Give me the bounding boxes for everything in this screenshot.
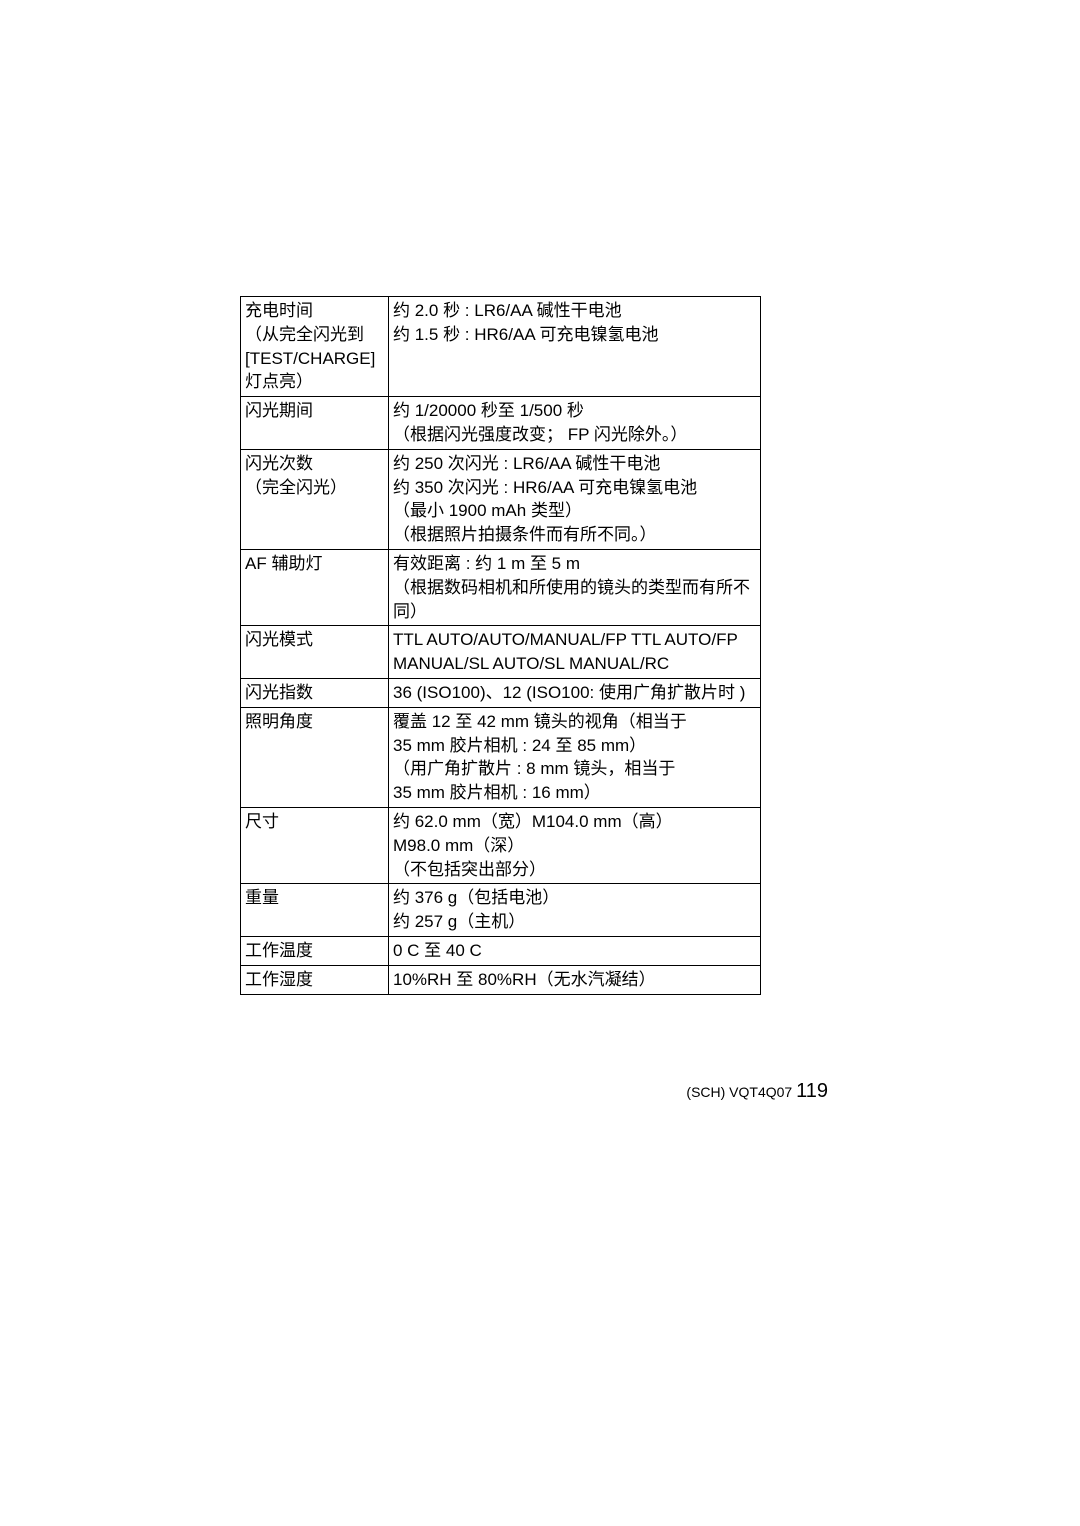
value-text: 约 1.5 秒 : HR6/AA 可充电镍氢电池 bbox=[393, 323, 756, 347]
value-text: 35 mm 胶片相机 : 16 mm） bbox=[393, 781, 756, 805]
footer-prefix: (SCH) VQT4Q07 bbox=[686, 1084, 796, 1100]
spec-value: 约 2.0 秒 : LR6/AA 碱性干电池 约 1.5 秒 : HR6/AA … bbox=[389, 297, 761, 397]
label-text: 灯点亮） bbox=[245, 370, 384, 394]
label-text: [TEST/CHARGE] bbox=[245, 347, 384, 371]
spec-label: AF 辅助灯 bbox=[241, 549, 389, 625]
spec-value: 约 250 次闪光 : LR6/AA 碱性干电池 约 350 次闪光 : HR6… bbox=[389, 449, 761, 549]
value-text: 约 350 次闪光 : HR6/AA 可充电镍氢电池 bbox=[393, 476, 756, 500]
label-text: 闪光模式 bbox=[245, 628, 384, 652]
table-row: 闪光指数 36 (ISO100)、12 (ISO100: 使用广角扩散片时 ) bbox=[241, 678, 761, 707]
spec-value: 0 C 至 40 C bbox=[389, 936, 761, 965]
label-text: 工作湿度 bbox=[245, 968, 384, 992]
spec-label: 闪光模式 bbox=[241, 626, 389, 679]
value-text: 约 376 g（包括电池） bbox=[393, 886, 756, 910]
value-text: （根据照片拍摄条件而有所不同。） bbox=[393, 523, 756, 547]
spec-value: 10%RH 至 80%RH（无水汽凝结） bbox=[389, 965, 761, 994]
label-text: 闪光次数 bbox=[245, 452, 384, 476]
label-text: 闪光指数 bbox=[245, 681, 384, 705]
value-text: 覆盖 12 至 42 mm 镜头的视角（相当于 bbox=[393, 710, 756, 734]
table-row: 工作温度 0 C 至 40 C bbox=[241, 936, 761, 965]
label-text: 尺寸 bbox=[245, 810, 384, 834]
value-text: （根据闪光强度改变； FP 闪光除外。） bbox=[393, 423, 756, 447]
value-text: 36 (ISO100)、12 (ISO100: 使用广角扩散片时 ) bbox=[393, 681, 756, 705]
label-text: （从完全闪光到 bbox=[245, 323, 384, 347]
table-row: 闪光模式 TTL AUTO/AUTO/MANUAL/FP TTL AUTO/FP… bbox=[241, 626, 761, 679]
label-text: 重量 bbox=[245, 886, 384, 910]
value-text: 约 62.0 mm（宽）M104.0 mm（高） bbox=[393, 810, 756, 834]
value-text: 约 2.0 秒 : LR6/AA 碱性干电池 bbox=[393, 299, 756, 323]
spec-label: 尺寸 bbox=[241, 807, 389, 883]
spec-value: 覆盖 12 至 42 mm 镜头的视角（相当于 35 mm 胶片相机 : 24 … bbox=[389, 707, 761, 807]
table-row: 闪光次数 （完全闪光） 约 250 次闪光 : LR6/AA 碱性干电池 约 3… bbox=[241, 449, 761, 549]
page-number: 119 bbox=[796, 1080, 828, 1102]
spec-label: 闪光指数 bbox=[241, 678, 389, 707]
label-text: （完全闪光） bbox=[245, 476, 384, 500]
spec-value: 约 1/20000 秒至 1/500 秒 （根据闪光强度改变； FP 闪光除外。… bbox=[389, 397, 761, 450]
spec-value: 36 (ISO100)、12 (ISO100: 使用广角扩散片时 ) bbox=[389, 678, 761, 707]
spec-label: 照明角度 bbox=[241, 707, 389, 807]
page-footer: (SCH) VQT4Q07 119 bbox=[686, 1080, 828, 1103]
value-text: 约 250 次闪光 : LR6/AA 碱性干电池 bbox=[393, 452, 756, 476]
spec-value: 有效距离 : 约 1 m 至 5 m （根据数码相机和所使用的镜头的类型而有所不… bbox=[389, 549, 761, 625]
table-row: 闪光期间 约 1/20000 秒至 1/500 秒 （根据闪光强度改变； FP … bbox=[241, 397, 761, 450]
spec-value: 约 62.0 mm（宽）M104.0 mm（高） M98.0 mm（深） （不包… bbox=[389, 807, 761, 883]
value-text: （根据数码相机和所使用的镜头的类型而有所不同） bbox=[393, 576, 756, 624]
value-text: 10%RH 至 80%RH（无水汽凝结） bbox=[393, 968, 756, 992]
spec-table: 充电时间 （从完全闪光到 [TEST/CHARGE] 灯点亮） 约 2.0 秒 … bbox=[240, 296, 761, 995]
spec-label: 工作温度 bbox=[241, 936, 389, 965]
label-text: 照明角度 bbox=[245, 710, 384, 734]
spec-label: 重量 bbox=[241, 884, 389, 937]
value-text: TTL AUTO/AUTO/MANUAL/FP TTL AUTO/FP MANU… bbox=[393, 628, 756, 676]
table-row: 工作湿度 10%RH 至 80%RH（无水汽凝结） bbox=[241, 965, 761, 994]
label-text: 闪光期间 bbox=[245, 399, 384, 423]
table-row: 照明角度 覆盖 12 至 42 mm 镜头的视角（相当于 35 mm 胶片相机 … bbox=[241, 707, 761, 807]
spec-value: TTL AUTO/AUTO/MANUAL/FP TTL AUTO/FP MANU… bbox=[389, 626, 761, 679]
spec-label: 闪光期间 bbox=[241, 397, 389, 450]
page-content: 充电时间 （从完全闪光到 [TEST/CHARGE] 灯点亮） 约 2.0 秒 … bbox=[0, 0, 1080, 1526]
value-text: （用广角扩散片 : 8 mm 镜头，相当于 bbox=[393, 757, 756, 781]
value-text: 约 257 g（主机） bbox=[393, 910, 756, 934]
value-text: 35 mm 胶片相机 : 24 至 85 mm） bbox=[393, 734, 756, 758]
spec-label: 工作湿度 bbox=[241, 965, 389, 994]
value-text: （不包括突出部分） bbox=[393, 858, 756, 882]
value-text: 0 C 至 40 C bbox=[393, 939, 756, 963]
table-row: 尺寸 约 62.0 mm（宽）M104.0 mm（高） M98.0 mm（深） … bbox=[241, 807, 761, 883]
spec-label: 闪光次数 （完全闪光） bbox=[241, 449, 389, 549]
spec-value: 约 376 g（包括电池） 约 257 g（主机） bbox=[389, 884, 761, 937]
label-text: 充电时间 bbox=[245, 299, 384, 323]
value-text: （最小 1900 mAh 类型） bbox=[393, 499, 756, 523]
table-row: AF 辅助灯 有效距离 : 约 1 m 至 5 m （根据数码相机和所使用的镜头… bbox=[241, 549, 761, 625]
value-text: 约 1/20000 秒至 1/500 秒 bbox=[393, 399, 756, 423]
label-text: AF 辅助灯 bbox=[245, 552, 384, 576]
spec-label: 充电时间 （从完全闪光到 [TEST/CHARGE] 灯点亮） bbox=[241, 297, 389, 397]
value-text: M98.0 mm（深） bbox=[393, 834, 756, 858]
table-row: 充电时间 （从完全闪光到 [TEST/CHARGE] 灯点亮） 约 2.0 秒 … bbox=[241, 297, 761, 397]
table-row: 重量 约 376 g（包括电池） 约 257 g（主机） bbox=[241, 884, 761, 937]
label-text: 工作温度 bbox=[245, 939, 384, 963]
value-text: 有效距离 : 约 1 m 至 5 m bbox=[393, 552, 756, 576]
